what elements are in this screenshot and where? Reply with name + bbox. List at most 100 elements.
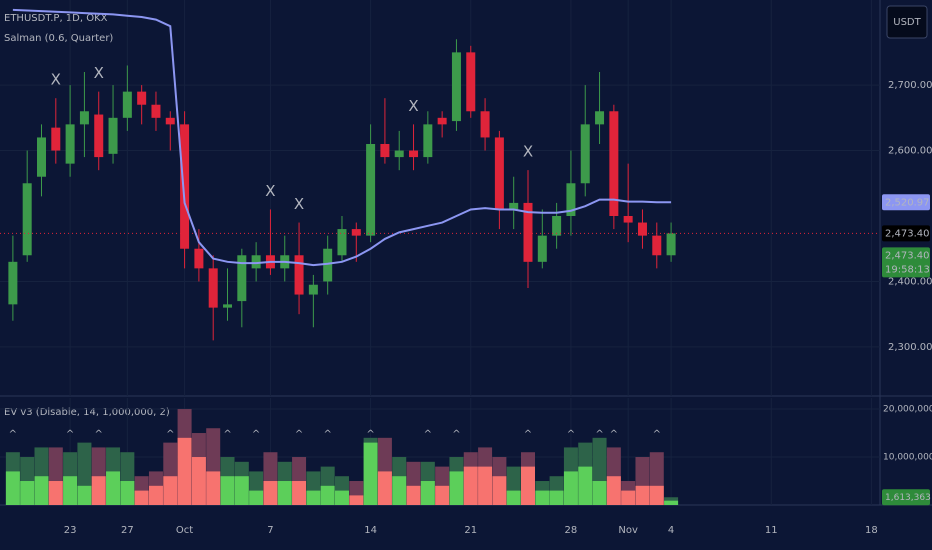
- volume-inner-bar: [406, 485, 421, 505]
- volume-inner-bar: [120, 481, 135, 505]
- volume-inner-bar: [649, 485, 664, 505]
- candle-body: [466, 52, 476, 112]
- signal-label: ^: [9, 429, 17, 440]
- volume-inner-bar: [506, 490, 521, 505]
- volume-inner-bar: [635, 485, 650, 505]
- currency-button[interactable]: [886, 5, 928, 39]
- volume-inner-bar: [48, 481, 63, 505]
- candle-body: [223, 304, 233, 308]
- price-label: 2,520.97: [885, 197, 930, 208]
- y-tick-label: 20,000,000: [883, 405, 932, 415]
- value-label-bg: [882, 489, 930, 506]
- candle-body: [409, 150, 419, 158]
- price-label: 2,473.40: [885, 250, 930, 261]
- candle-body: [180, 124, 190, 249]
- countdown-label: 19:58:13: [885, 264, 930, 275]
- price-label-bg: [882, 225, 930, 242]
- candle-body: [151, 104, 161, 118]
- y-tick-label: 2,300.00: [888, 342, 932, 353]
- candle-body: [595, 111, 605, 125]
- candle-body: [108, 117, 118, 154]
- candle-body: [380, 144, 390, 158]
- y-tick-label: 2,400.00: [888, 276, 932, 287]
- volume-inner-bar: [292, 481, 307, 505]
- candle-body: [323, 248, 333, 282]
- indicator-line: [12, 8, 672, 267]
- signal-label: X: [408, 97, 418, 115]
- y-tick-label: 2,700.00: [888, 80, 932, 91]
- volume-inner-bar: [334, 490, 349, 505]
- chart-title: ETHUSDT.P, 1D, OKX: [4, 13, 108, 24]
- volume-inner-bar: [106, 471, 121, 505]
- volume-inner-bar: [377, 471, 392, 505]
- candle-body: [509, 202, 519, 210]
- x-tick-label: 14: [364, 525, 377, 536]
- volume-inner-bar: [177, 437, 192, 505]
- x-tick-label: 28: [565, 525, 578, 536]
- candle-body: [537, 235, 547, 262]
- candle-body: [437, 117, 447, 125]
- x-tick-label: Nov: [618, 525, 638, 536]
- volume-inner-bar: [664, 500, 679, 505]
- candle-body: [580, 124, 590, 184]
- volume-inner-bar: [621, 490, 636, 505]
- volume-inner-bar: [249, 490, 264, 505]
- candle-body: [122, 91, 132, 118]
- candle-body: [423, 124, 433, 158]
- signal-label: ^: [223, 429, 231, 440]
- volume-inner-bar: [420, 481, 435, 505]
- signal-label: ^: [610, 429, 618, 440]
- candle-body: [623, 216, 633, 223]
- x-tick-label: 7: [267, 525, 273, 536]
- volume-inner-bar: [191, 457, 206, 505]
- currency-label[interactable]: USDT: [893, 17, 921, 28]
- signal-label: ^: [95, 429, 103, 440]
- price-label-bg: [882, 247, 930, 278]
- candle-body: [251, 255, 261, 269]
- volume-inner-bar: [163, 476, 178, 505]
- candle-body: [237, 255, 247, 302]
- indicator-legend: Salman (0.6, Quarter): [4, 33, 113, 44]
- volume-inner-bar: [134, 490, 149, 505]
- candle-body: [94, 114, 104, 158]
- signal-label: ^: [595, 429, 603, 440]
- candle-body: [566, 183, 576, 216]
- price-label-bg: [882, 194, 930, 211]
- volume-inner-bar: [320, 485, 335, 505]
- candle-body: [394, 150, 404, 158]
- y-tick-label: 2,600.00: [888, 146, 932, 157]
- signal-label: ^: [653, 429, 661, 440]
- volume-inner-bar: [521, 466, 535, 505]
- signal-label: ^: [252, 429, 260, 440]
- volume-inner-bar: [549, 490, 564, 505]
- volume-inner-bar: [306, 490, 321, 505]
- volume-inner-bar: [463, 466, 478, 505]
- volume-inner-bar: [563, 471, 578, 505]
- signal-label: ^: [424, 429, 432, 440]
- candle-body: [451, 52, 461, 122]
- candle-body: [552, 216, 562, 236]
- candle-body: [36, 137, 46, 177]
- volume-inner-bar: [206, 471, 221, 505]
- signal-label: ^: [452, 429, 460, 440]
- x-tick-label: 23: [64, 525, 77, 536]
- volume-inner-bar: [392, 476, 407, 505]
- volume-inner-bar: [435, 485, 450, 505]
- candle-body: [137, 91, 147, 105]
- signal-label: X: [94, 64, 104, 82]
- volume-inner-bar: [34, 476, 49, 505]
- candle-body: [609, 111, 619, 216]
- volume-inner-bar: [592, 481, 607, 505]
- candle-body: [480, 111, 490, 138]
- signal-label: ^: [295, 429, 303, 440]
- volume-inner-bar: [91, 476, 106, 505]
- y-tick-label: 10,000,000: [883, 453, 932, 463]
- signal-label: X: [265, 182, 275, 200]
- x-tick-label: 18: [865, 525, 878, 536]
- candle-body: [351, 229, 361, 236]
- signal-label: ^: [524, 429, 532, 440]
- candle-body: [79, 111, 89, 125]
- x-tick-label: 27: [121, 525, 134, 536]
- volume-inner-bar: [277, 481, 292, 505]
